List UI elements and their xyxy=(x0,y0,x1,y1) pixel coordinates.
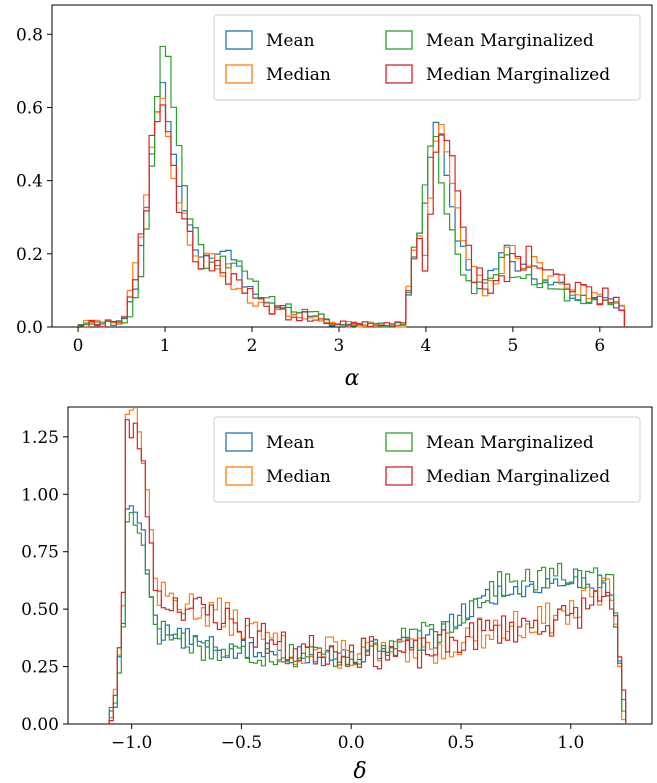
delta-x-tick-label: 1.0 xyxy=(557,733,584,753)
delta-legend: Mean Median Mean Marginalized Median Margin… xyxy=(213,416,641,503)
alpha-y-tick-label: 0.2 xyxy=(16,245,43,265)
alpha-y-tick-label: 0.6 xyxy=(16,98,43,118)
alpha-legend-label-median: Median xyxy=(266,65,331,85)
alpha-series-median-marginalized xyxy=(77,104,626,328)
alpha-legend-label-mean: Mean xyxy=(266,31,315,51)
delta-y-tick-label: 1.00 xyxy=(21,485,59,505)
alpha-x-tick-label: 5 xyxy=(507,336,518,356)
alpha-legend-swatch-mean-marginalized xyxy=(385,30,413,50)
delta-legend-label-mean: Mean xyxy=(266,433,315,453)
alpha-x-tick-label: 6 xyxy=(594,336,605,356)
delta-series-median-marginalized xyxy=(105,419,627,725)
delta-x-tick-label: 0.0 xyxy=(338,733,365,753)
delta-y-tick-label: 0.25 xyxy=(21,658,59,678)
delta-x-axis-label: δ xyxy=(353,759,366,783)
delta-legend-swatch-mean-marginalized xyxy=(385,432,413,452)
delta-legend-label-mean-marginalized: Mean Marginalized xyxy=(426,433,594,453)
delta-histogram-panel: −1.0 −0.5 0.0 0.5 1.0 0.00 0.25 0.50 0.75 1.00 1.2… xyxy=(21,406,653,783)
alpha-legend-label-median-marginalized: Median Marginalized xyxy=(426,65,610,85)
delta-legend-label-median-marginalized: Median Marginalized xyxy=(426,467,610,487)
delta-legend-swatch-median-marginalized xyxy=(385,466,413,486)
delta-y-tick-label: 0.75 xyxy=(21,543,59,563)
delta-legend-swatch-mean xyxy=(225,432,253,452)
alpha-x-tick-label: 2 xyxy=(247,336,258,356)
alpha-y-tick-label: 0.8 xyxy=(16,25,43,45)
alpha-y-tick-label: 0.4 xyxy=(16,172,43,192)
delta-legend-swatch-median xyxy=(225,466,253,486)
alpha-x-axis-label: α xyxy=(345,366,360,391)
alpha-x-tick-label: 3 xyxy=(334,336,345,356)
alpha-y-tick-label: 0.0 xyxy=(16,318,43,338)
alpha-histogram-panel: 0 1 2 3 4 5 6 0.0 0.2 0.4 0.6 0.8 Mean Median Mean Ma… xyxy=(16,4,653,391)
alpha-legend: Mean Median Mean Marginalized Median Margin… xyxy=(213,14,641,101)
delta-y-tick-label: 1.25 xyxy=(21,428,59,448)
alpha-legend-swatch-median xyxy=(225,64,253,84)
delta-x-tick-label: −0.5 xyxy=(221,733,262,753)
alpha-legend-box xyxy=(213,14,641,101)
delta-x-tick-label: −1.0 xyxy=(111,733,152,753)
alpha-x-tick-label: 0 xyxy=(73,336,84,356)
alpha-legend-label-mean-marginalized: Mean Marginalized xyxy=(426,31,594,51)
delta-y-tick-label: 0.50 xyxy=(21,600,59,620)
delta-legend-box xyxy=(213,416,641,503)
alpha-legend-swatch-mean xyxy=(225,30,253,50)
delta-legend-label-median: Median xyxy=(266,467,331,487)
delta-x-tick-label: 0.5 xyxy=(447,733,474,753)
alpha-legend-swatch-median-marginalized xyxy=(385,64,413,84)
alpha-x-tick-label: 1 xyxy=(160,336,171,356)
delta-y-tick-label: 0.00 xyxy=(21,715,59,735)
alpha-x-tick-label: 4 xyxy=(420,336,431,356)
